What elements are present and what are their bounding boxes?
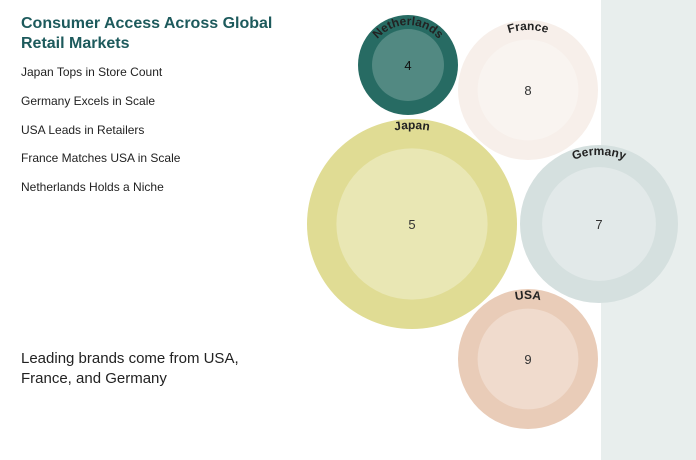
bubble-label-text: Japan — [393, 118, 431, 133]
bubble-inner — [372, 29, 444, 101]
bubble-label-text: Germany — [570, 144, 628, 163]
bubble-label-text: USA — [514, 288, 542, 303]
highlight: USA Leads in Retailers — [21, 123, 145, 137]
bubble-label-text: France — [506, 19, 551, 36]
bubble-value: 8 — [524, 83, 531, 98]
highlight: France Matches USA in Scale — [21, 151, 181, 165]
bubble-value: 5 — [408, 217, 415, 232]
bubble-label: France — [506, 19, 551, 36]
chart-title: Consumer Access Across Global Retail Mar… — [21, 15, 273, 52]
bubble-label: Germany — [570, 144, 628, 163]
bubble-inner — [477, 308, 579, 410]
highlight: Japan Tops in Store Count — [21, 65, 163, 79]
bubble-inner — [336, 148, 488, 300]
highlight: Netherlands Holds a Niche — [21, 180, 164, 194]
bubble-value: 9 — [524, 352, 531, 367]
highlight: Germany Excels in Scale — [21, 94, 156, 108]
bubble-value: 7 — [595, 217, 602, 232]
bubble-label: Japan — [393, 118, 431, 133]
bubble-inner — [542, 167, 656, 281]
bubble-inner — [477, 39, 579, 141]
bubble-value: 4 — [404, 58, 411, 73]
bubble-label: USA — [514, 288, 542, 303]
note: Leading brands come from USA, France, an… — [21, 350, 239, 387]
